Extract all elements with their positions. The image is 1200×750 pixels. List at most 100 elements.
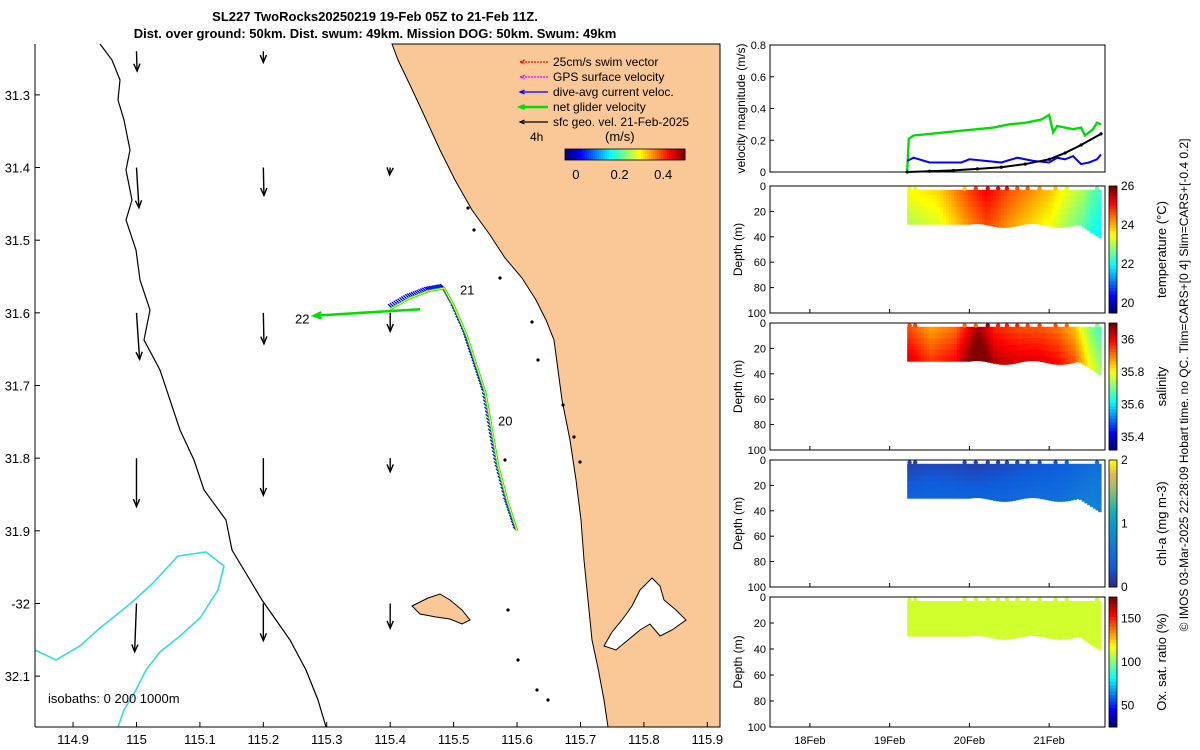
oxygen-section-cell-64-1 [1084, 607, 1088, 615]
salinity-section-cell-46-2 [1034, 338, 1038, 345]
salinity-section-cell-3-4 [915, 349, 919, 356]
oxygen-section-cell-50-4 [1045, 625, 1050, 633]
salinity-section-cbar-cell-36 [1109, 332, 1117, 337]
oxygen-section-cbar-cell-19 [1109, 662, 1117, 666]
chla-section-cell-33-2 [998, 476, 1002, 484]
salinity-section-cell-20-1 [962, 332, 966, 339]
oxygen-section-cell-63-4 [1081, 626, 1085, 634]
oxygen-section-cbar-cell-33 [1109, 616, 1117, 621]
chla-section-cell-4-1 [918, 469, 922, 476]
salinity-section-cell-48-2 [1040, 338, 1044, 345]
oxygen-section-cell-61-1 [1076, 606, 1080, 614]
geo-velocity-arrow-8 [132, 458, 141, 509]
salinity-section-cell-7-0 [926, 326, 930, 334]
oxygen-section-cell-3-5 [915, 630, 919, 637]
chla-section-cell-42-4 [1023, 486, 1027, 493]
temperature-section-cell-30-3 [990, 207, 994, 215]
chla-section-cell-41-3 [1020, 481, 1025, 488]
oxygen-section-cbar-cell-23 [1109, 649, 1117, 653]
salinity-section-cell-2-1 [912, 332, 917, 339]
salinity-section-cell-33-2 [998, 339, 1002, 347]
oxygen-section-cell-16-2 [951, 612, 955, 620]
salinity-section-cell-38-2 [1012, 338, 1016, 346]
temperature-section-cell-54-0 [1056, 189, 1061, 197]
temperature-section-cell-24-3 [973, 206, 978, 213]
temperature-section-cell-45-0 [1031, 189, 1036, 197]
colorbar-cell-20 [605, 149, 608, 160]
chla-section-cell-5-1 [921, 469, 925, 476]
salinity-section-cell-15-3 [948, 343, 953, 351]
chla-section-cbar-cell-11 [1109, 548, 1117, 553]
oxygen-section-cell-60-3 [1073, 619, 1077, 626]
chla-section-cell-6-5 [923, 492, 928, 499]
salinity-section-cell-27-1 [981, 332, 986, 339]
temperature-section-cell-39-5 [1015, 219, 1019, 227]
chla-section-cbar-cell-19 [1109, 523, 1117, 528]
temperature-section-cell-14-5 [945, 218, 950, 225]
geo-velocity-arrow-11-head [131, 644, 139, 654]
salinity-section-cell-10-0 [934, 326, 939, 334]
oxygen-section-cell-46-2 [1034, 612, 1038, 619]
salinity-section-cell-30-2 [990, 338, 994, 346]
chla-section-cbar-cell-12 [1109, 545, 1117, 550]
salinity-section-cell-10-1 [934, 332, 939, 339]
chla-section-cell-56-1 [1062, 470, 1066, 477]
chla-section-cell-62-4 [1078, 487, 1083, 494]
velocity-y-tick-label-4: 0.8 [751, 40, 766, 52]
oxygen-section-cell-65-2 [1087, 614, 1091, 623]
salinity-section-cell-23-1 [970, 332, 975, 339]
islet-0 [466, 206, 470, 210]
temperature-section-cell-60-2 [1073, 201, 1077, 209]
temperature-section-cell-47-5 [1037, 218, 1041, 225]
salinity-section-cell-23-2 [970, 338, 975, 345]
temperature-section-cell-65-3 [1087, 210, 1091, 218]
chla-section-cell-49-3 [1042, 481, 1047, 488]
salinity-section-cell-57-2 [1065, 339, 1069, 346]
temperature-section-cell-31-0 [993, 189, 997, 197]
temperature-section-cell-58-4 [1067, 214, 1072, 221]
temperature-section-cell-2-1 [912, 195, 917, 202]
temperature-section-cell-19-0 [959, 189, 964, 197]
salinity-section-cell-2-2 [912, 338, 917, 345]
salinity-section-cell-3-3 [915, 343, 919, 351]
salinity-section-cell-56-1 [1062, 333, 1066, 340]
chla-section-cell-0-2 [907, 475, 911, 482]
salinity-section-cell-45-1 [1031, 332, 1036, 339]
salinity-section-cell-7-4 [926, 349, 930, 356]
salinity-section-cell-60-3 [1073, 344, 1077, 352]
oxygen-section-cell-25-5 [976, 629, 980, 636]
net-velocity-arrow-shaft [313, 307, 421, 317]
oxygen-section-cell-60-0 [1073, 600, 1077, 608]
oxygen-section-surface-dot-10 [1053, 597, 1058, 602]
salinity-section-cell-21-5 [965, 355, 969, 362]
oxygen-section-cell-40-3 [1017, 618, 1022, 626]
oxygen-section-cell-21-4 [965, 624, 969, 631]
oxygen-section-cell-44-1 [1029, 606, 1033, 613]
oxygen-section-cell-12-2 [940, 612, 944, 620]
chla-section-cell-17-0 [954, 463, 958, 471]
salinity-section-cell-48-4 [1040, 349, 1044, 357]
temperature-section-surface-dot-3 [973, 186, 978, 191]
salinity-section-cell-28-4 [984, 349, 989, 357]
chla-section-cell-47-5 [1037, 492, 1041, 499]
temperature-section-cell-21-5 [965, 218, 969, 225]
oxygen-section-cell-68-1 [1095, 608, 1099, 618]
chla-section-cell-7-4 [926, 486, 930, 493]
temperature-section-cell-25-0 [976, 189, 980, 197]
temperature-section-cell-13-2 [943, 201, 947, 208]
chla-section-cbar-cell-17 [1109, 529, 1117, 534]
isobath-200m [99, 43, 327, 728]
salinity-section-cell-66-2 [1089, 340, 1094, 349]
chla-section-cell-7-1 [926, 469, 930, 476]
geo-velocity-arrow-13-head [386, 620, 394, 631]
oxygen-section-surface-dot-3 [973, 597, 978, 602]
chla-section-cell-45-1 [1031, 469, 1036, 476]
salinity-section-cell-55-5 [1059, 358, 1063, 365]
temperature-section-cell-11-3 [937, 206, 942, 214]
oxygen-section-cell-64-2 [1084, 614, 1088, 622]
chla-section-cell-54-5 [1056, 494, 1061, 502]
oxygen-section-cbar-cell-1 [1109, 720, 1117, 725]
oxygen-section-cell-1-5 [909, 630, 914, 637]
temperature-section-cell-44-3 [1029, 206, 1033, 213]
salinity-section-cell-22-4 [968, 349, 972, 356]
